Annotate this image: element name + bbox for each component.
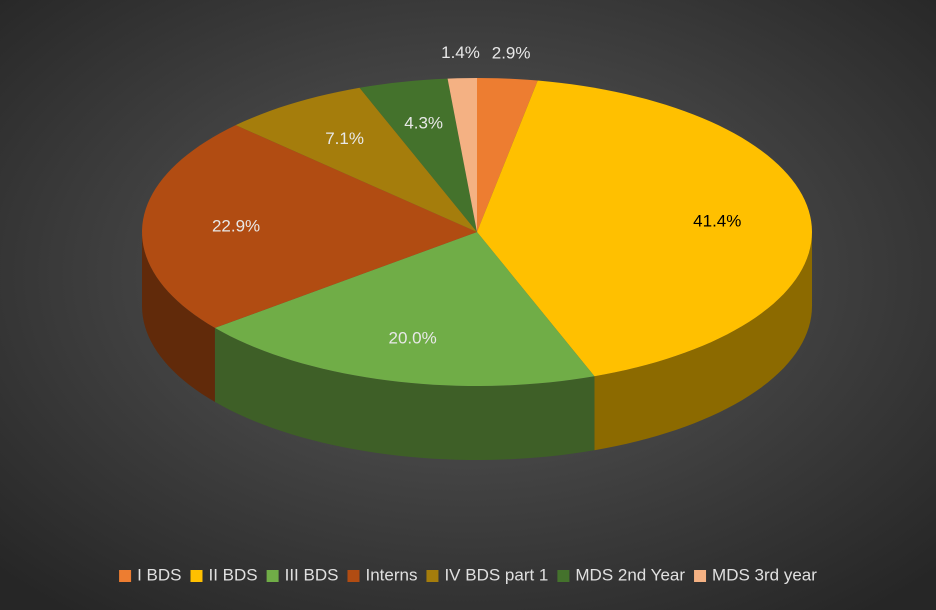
data-label: 2.9% — [492, 44, 531, 63]
slice — [235, 87, 477, 232]
slice — [214, 232, 595, 386]
slice — [142, 125, 478, 328]
slice — [477, 78, 538, 232]
legend-swatch — [694, 570, 707, 582]
legend-label: IV BDS part 1 — [444, 565, 548, 584]
legend-label: II BDS — [208, 565, 257, 584]
data-label: 20.0% — [389, 328, 437, 347]
slice-side — [594, 232, 812, 451]
slice-side — [142, 232, 215, 402]
legend-swatch — [347, 570, 360, 582]
legend-swatch — [119, 570, 132, 582]
data-label: 1.4% — [441, 43, 480, 62]
legend-label: Interns — [365, 565, 417, 584]
legend-swatch — [190, 570, 203, 582]
slice — [477, 80, 812, 377]
data-label: 22.9% — [212, 216, 260, 235]
slice-side — [214, 327, 595, 460]
legend-swatch — [266, 570, 279, 582]
legend-label: I BDS — [137, 565, 181, 584]
legend-label: MDS 2nd Year — [575, 565, 685, 584]
slice — [359, 78, 477, 232]
legend-swatch — [557, 570, 570, 582]
data-label: 7.1% — [325, 129, 364, 148]
data-label: 41.4% — [693, 212, 741, 231]
legend-label: III BDS — [285, 565, 339, 584]
data-label: 4.3% — [404, 113, 443, 132]
legend-label: MDS 3rd year — [712, 565, 817, 584]
legend-swatch — [426, 570, 439, 582]
slice — [447, 78, 477, 232]
